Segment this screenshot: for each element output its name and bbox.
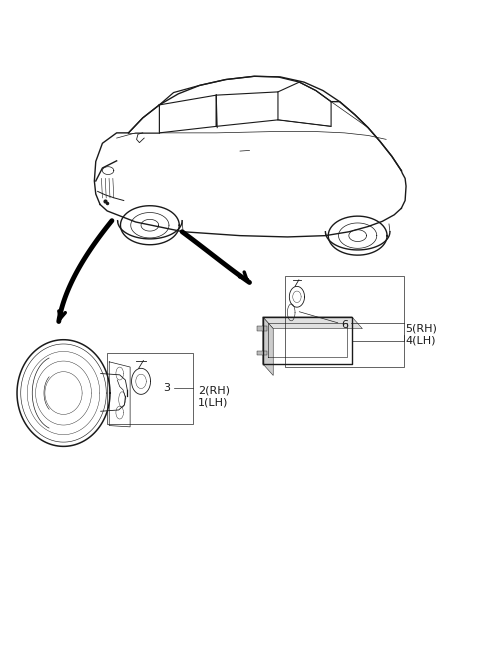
Text: 3: 3 [163,383,170,393]
Bar [107,353,192,424]
Text: 5(RH)
4(LH): 5(RH) 4(LH) [405,323,437,345]
Polygon shape [257,326,266,331]
Polygon shape [257,351,266,356]
Polygon shape [263,317,273,375]
Polygon shape [263,317,362,329]
Bar [285,276,404,367]
Text: 2(RH)
1(LH): 2(RH) 1(LH) [198,386,230,407]
Text: 6: 6 [341,319,348,330]
